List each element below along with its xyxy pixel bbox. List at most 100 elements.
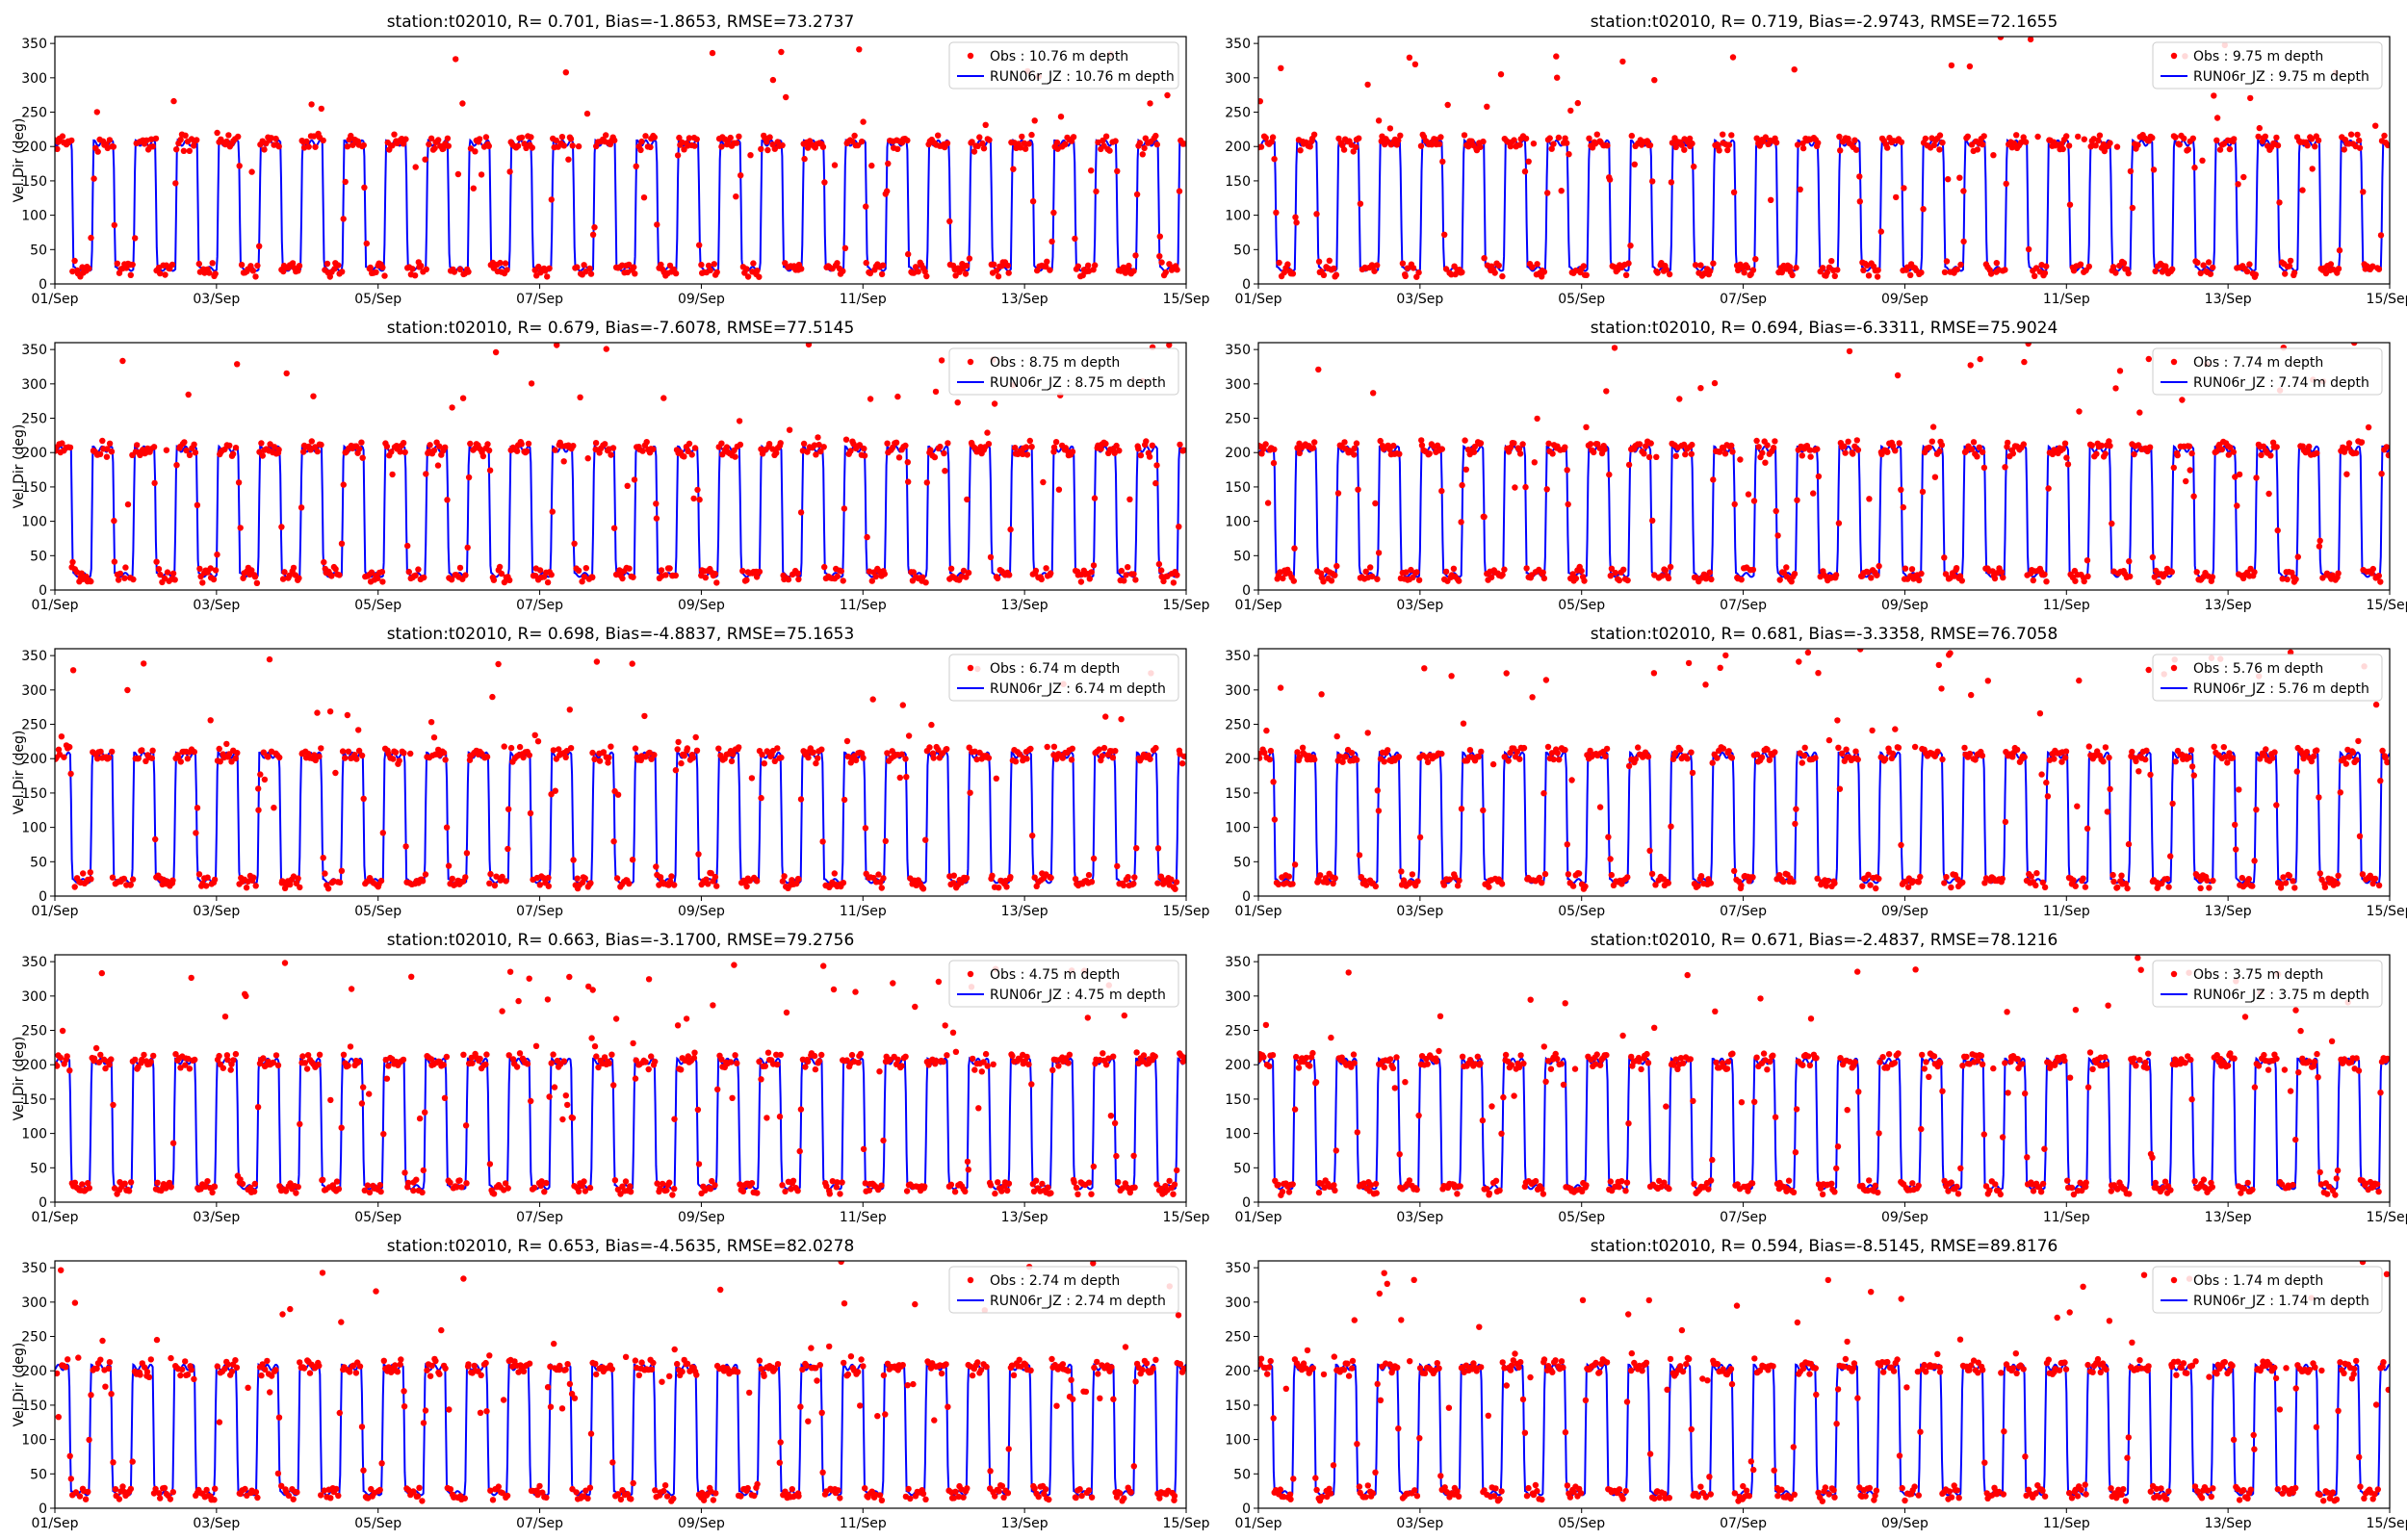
obs-point [1977, 355, 1983, 363]
obs-point [1521, 168, 1529, 175]
y-axis-label: Vel.Dir (deg) [12, 424, 27, 509]
obs-point [718, 440, 725, 447]
obs-point [1587, 441, 1594, 448]
axes-frame [54, 954, 1187, 1203]
obs-point [589, 749, 596, 757]
obs-point [2316, 870, 2323, 877]
obs-point [963, 875, 971, 882]
obs-point [1662, 567, 1669, 574]
obs-point [2218, 446, 2226, 453]
obs-point [248, 168, 255, 175]
obs-point [1968, 446, 1976, 452]
obs-point [856, 46, 863, 53]
obs-point [1755, 444, 1762, 450]
obs-point [1517, 1052, 1524, 1059]
obs-point [979, 140, 986, 147]
legend-box [948, 347, 1179, 396]
obs-point [2179, 397, 2186, 403]
obs-point [1564, 140, 1570, 146]
obs-point [1133, 1049, 1140, 1056]
obs-point [430, 447, 438, 454]
obs-point [2146, 444, 2154, 450]
obs-point [185, 1055, 192, 1063]
obs-point [2282, 270, 2289, 277]
obs-point [904, 459, 911, 466]
obs-point [2032, 272, 2038, 279]
obs-point [1026, 437, 1034, 445]
obs-point [1722, 652, 1729, 659]
obs-point [184, 756, 192, 762]
obs-point [1544, 190, 1551, 196]
obs-point [1100, 744, 1108, 752]
obs-point [1156, 253, 1163, 260]
obs-point [1539, 880, 1545, 886]
obs-point [1663, 266, 1670, 273]
obs-point [672, 572, 679, 579]
obs-point [411, 272, 419, 279]
obs-point [1864, 569, 1872, 576]
obs-point [2170, 464, 2177, 472]
obs-point [1860, 267, 1867, 273]
obs-point [1390, 442, 1397, 449]
obs-point [794, 570, 801, 577]
obs-point [299, 1053, 306, 1060]
obs-point [2234, 502, 2240, 509]
obs-point [1941, 880, 1948, 886]
obs-point [1023, 451, 1031, 458]
plot-area [55, 655, 1186, 892]
obs-point [1791, 66, 1798, 73]
obs-point [659, 1180, 666, 1188]
obs-point [1311, 756, 1318, 763]
obs-point [2181, 135, 2187, 141]
obs-point [2341, 756, 2347, 762]
obs-point [1396, 1151, 1403, 1158]
obs-point [1118, 716, 1125, 723]
obs-point [2193, 569, 2200, 576]
x-tick-label: 03/Sep [1396, 904, 1443, 919]
obs-point [718, 143, 725, 150]
obs-point [315, 1061, 322, 1068]
obs-point [778, 48, 785, 56]
obs-point [774, 745, 781, 752]
obs-point [881, 571, 888, 578]
obs-point [973, 756, 980, 763]
obs-point [206, 270, 213, 276]
obs-point [250, 1188, 258, 1195]
obs-point [1088, 167, 1095, 174]
obs-point [431, 144, 438, 152]
obs-point [1489, 760, 1497, 768]
obs-point [571, 540, 578, 547]
obs-point [941, 449, 947, 457]
obs-point [1339, 758, 1346, 765]
obs-point [944, 140, 951, 146]
y-axis-label: Vel.Dir (deg) [12, 731, 27, 815]
obs-point [523, 448, 531, 454]
obs-point [220, 1065, 226, 1071]
obs-point [389, 471, 396, 478]
obs-point [1364, 730, 1371, 736]
obs-point [237, 525, 244, 531]
obs-point [2194, 259, 2201, 267]
obs-point [1471, 443, 1479, 450]
obs-point [1100, 1050, 1106, 1057]
obs-point [641, 712, 648, 720]
obs-point [2061, 440, 2069, 447]
obs-point [654, 1180, 660, 1187]
obs-point [2378, 471, 2385, 477]
obs-point [1369, 573, 1376, 580]
obs-point [420, 1167, 427, 1174]
obs-point [996, 885, 1002, 891]
obs-point [842, 436, 850, 443]
obs-point [109, 748, 116, 756]
obs-point [653, 515, 660, 522]
obs-point [1966, 750, 1974, 757]
obs-point [307, 447, 314, 453]
obs-point [1332, 1187, 1338, 1194]
obs-point [279, 878, 286, 885]
obs-point [1160, 578, 1167, 585]
obs-point [2377, 578, 2384, 585]
obs-point [982, 1050, 990, 1058]
obs-point [2236, 471, 2243, 478]
obs-point [2315, 137, 2322, 144]
obs-point [1311, 439, 1318, 446]
